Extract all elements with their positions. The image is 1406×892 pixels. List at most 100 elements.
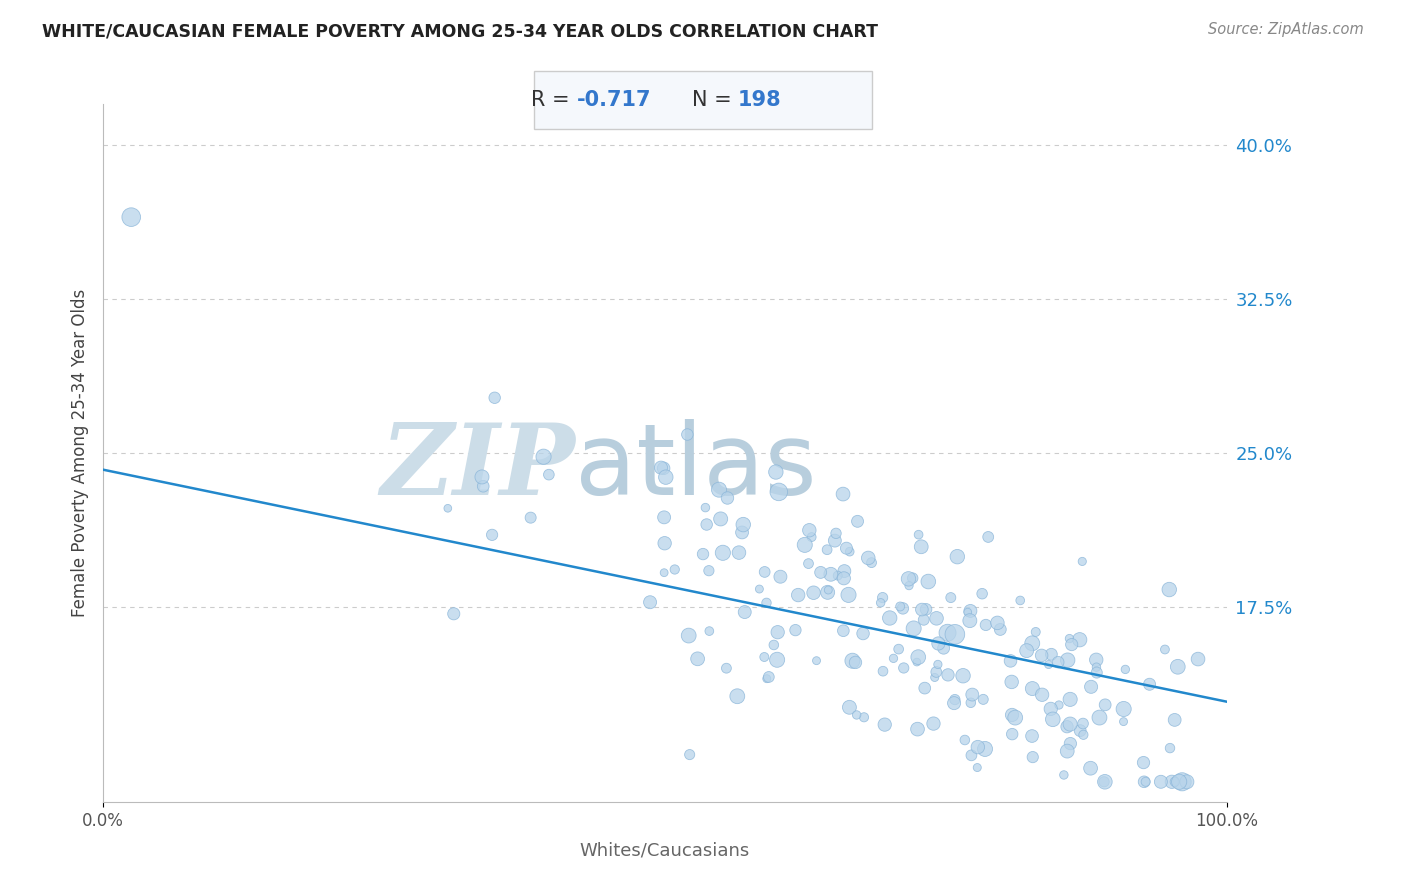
Point [443,607,465,621]
Point [728,546,751,560]
Point [1047,655,1070,669]
Point [1187,652,1209,666]
Point [1022,750,1045,764]
Point [1085,665,1108,680]
Point [1004,711,1026,725]
Point [1000,654,1022,668]
Point [472,479,495,493]
Point [437,501,460,516]
Point [1133,774,1156,789]
Point [766,625,789,640]
Point [869,596,891,610]
Point [1059,737,1081,751]
Point [1021,636,1043,650]
Point [844,656,866,670]
Point [872,591,894,605]
Point [1038,657,1060,672]
Point [953,733,976,747]
Point [1040,648,1063,662]
Point [897,572,920,586]
Point [988,623,1011,637]
Point [1069,632,1091,647]
Point [889,599,911,614]
Point [733,517,755,532]
Point [1080,761,1102,775]
Point [716,491,738,505]
Point [1001,708,1024,723]
Point [917,574,939,589]
Text: 198: 198 [738,90,782,111]
Point [803,585,825,599]
Point [810,566,832,580]
Point [1094,698,1116,712]
Y-axis label: Female Poverty Among 25-34 Year Olds: Female Poverty Among 25-34 Year Olds [72,289,89,617]
Point [1010,593,1032,607]
Text: N =: N = [692,90,738,111]
Point [946,549,969,564]
Point [966,760,988,774]
Point [725,690,748,704]
Point [711,546,734,560]
Point [1060,638,1083,652]
Point [959,614,981,628]
Point [650,460,672,475]
Point [692,547,714,561]
Point [905,655,928,669]
Point [768,484,790,499]
Point [481,528,503,542]
Point [734,605,756,619]
Point [799,523,821,537]
Point [707,483,730,497]
Point [853,710,876,724]
Point [1053,768,1076,782]
Point [806,654,828,668]
Point [120,210,142,224]
Point [1080,680,1102,694]
Point [832,624,855,638]
Point [754,565,776,579]
Point [893,661,915,675]
Point [977,530,1000,544]
Point [1056,653,1078,667]
Point [1168,774,1191,789]
Point [932,641,955,656]
Point [901,571,924,585]
Point [834,564,856,578]
Point [800,530,823,544]
Point [1167,660,1189,674]
Point [696,517,718,532]
Point [1171,774,1194,789]
Point [936,668,959,682]
Point [1021,729,1043,743]
Point [907,527,929,541]
Point [710,512,733,526]
Point [748,582,770,596]
Point [972,587,994,601]
Point [695,500,717,515]
Point [837,588,859,602]
Point [972,692,994,706]
Point [655,470,678,484]
Point [1164,774,1187,789]
Point [676,427,699,442]
Point [1047,698,1070,712]
Point [1042,712,1064,726]
Point [1154,642,1177,657]
Point [1071,554,1094,568]
Point [1025,624,1047,639]
Point [1085,653,1108,667]
Point [924,670,946,684]
Point [817,585,839,599]
Point [858,551,880,566]
Point [959,696,981,710]
Point [785,623,807,637]
Point [959,604,981,618]
Point [652,566,675,580]
Point [1088,710,1111,724]
Point [986,615,1008,630]
Point [762,638,785,652]
Point [925,665,948,679]
Point [755,596,778,610]
Point [824,533,846,548]
Point [887,642,910,657]
